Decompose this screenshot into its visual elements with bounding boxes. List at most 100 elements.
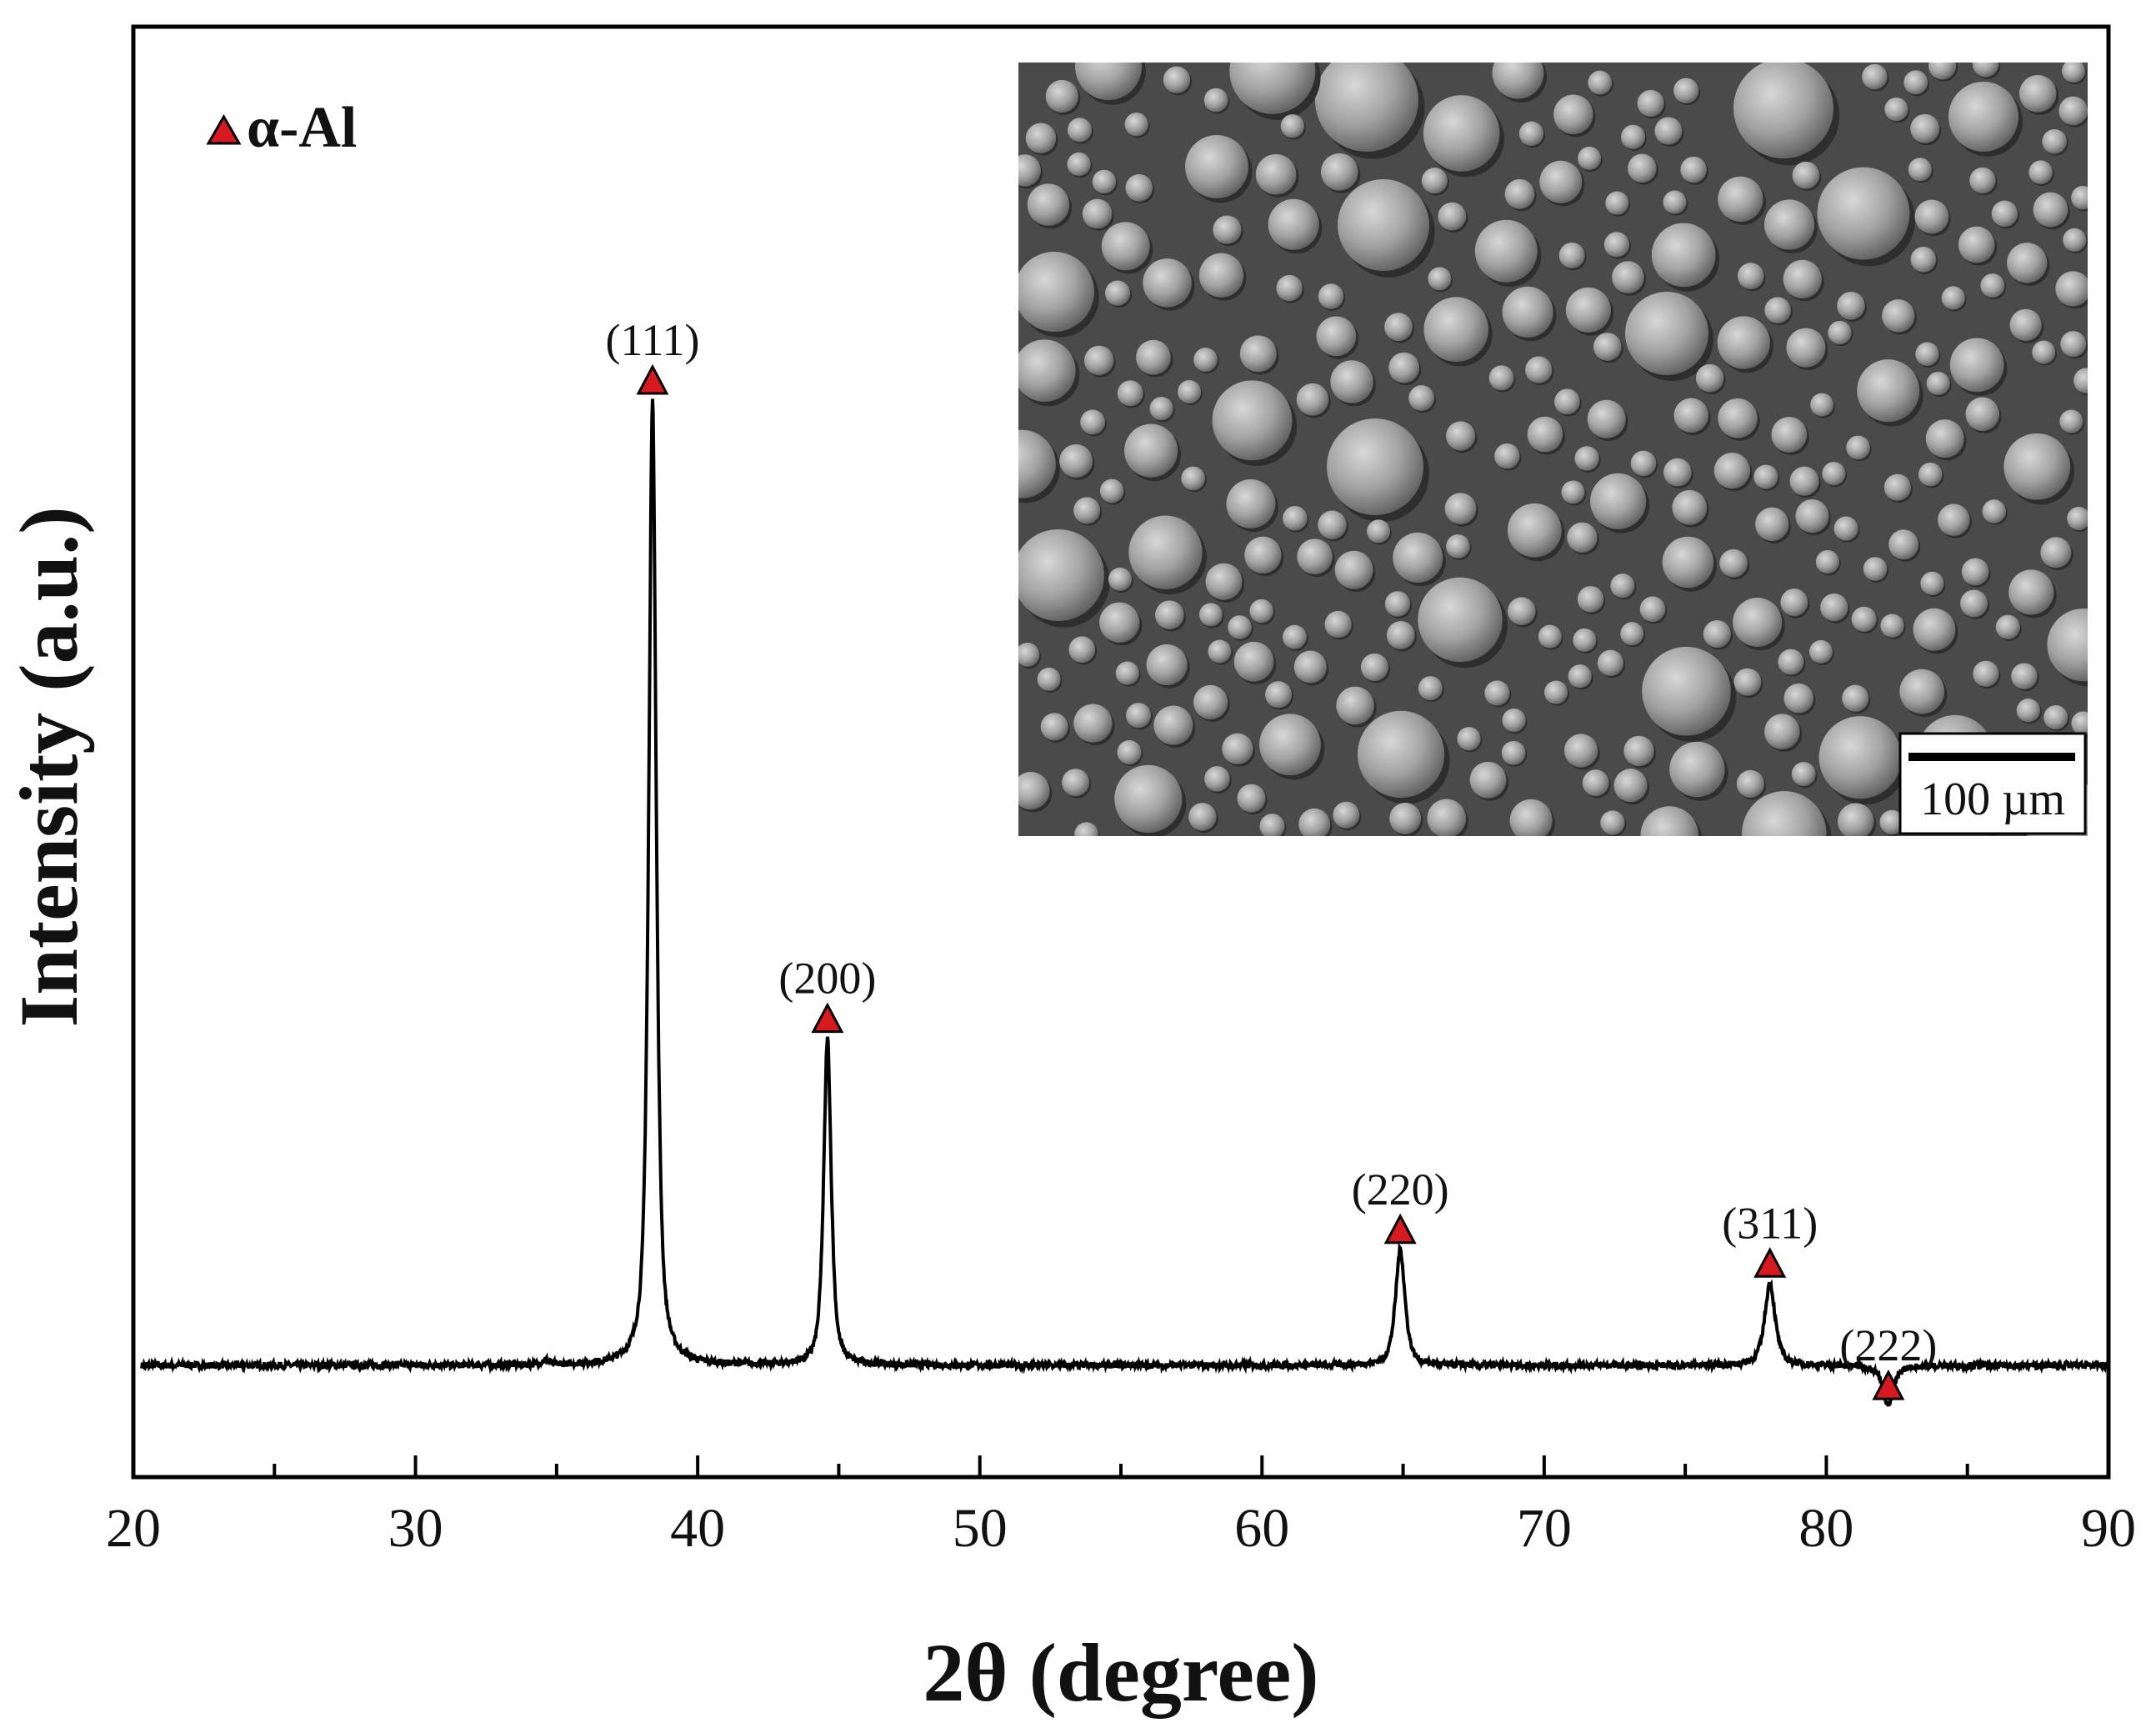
sem-particle (1018, 643, 1040, 667)
sem-particle (1101, 222, 1150, 271)
sem-particle (1578, 146, 1602, 170)
sem-particle (1913, 608, 1956, 651)
sem-particle (1680, 156, 1707, 183)
sem-particle (1073, 497, 1101, 524)
sem-particle (1663, 190, 1687, 214)
sem-particle (1062, 769, 1090, 797)
peak-label: (222) (1839, 1320, 1937, 1370)
sem-particle (1713, 453, 1751, 489)
sem-particle (1037, 667, 1061, 692)
sem-particle (1228, 615, 1252, 639)
sem-particle (1925, 419, 1964, 458)
sem-particle (1669, 741, 1725, 798)
sem-particle (1588, 70, 1613, 95)
sem-particle (1717, 316, 1770, 369)
sem-particle (1237, 784, 1266, 813)
sem-particle (2059, 409, 2083, 433)
peak-label: (200) (778, 954, 876, 1004)
sem-particle (1662, 536, 1714, 589)
sem-particle (1124, 113, 1148, 137)
sem-particle (1205, 563, 1243, 600)
sem-particle (1423, 297, 1489, 363)
sem-particle (1484, 680, 1510, 706)
sem-particle (1561, 480, 1585, 504)
sem-particle (1128, 515, 1203, 589)
sem-particle (1423, 95, 1500, 172)
sem-particle (1786, 328, 1826, 368)
sem-particle (1863, 557, 1888, 581)
sem-particle (1525, 356, 1553, 383)
sem-particle (1203, 88, 1228, 113)
sem-particle (1178, 380, 1202, 404)
sem-particle (2071, 185, 2088, 210)
sem-particle (1837, 291, 1865, 320)
sem-particle (1554, 388, 1580, 415)
sem-particle (1421, 168, 1448, 194)
sem-particle (1783, 683, 1814, 714)
sem-particle (1188, 803, 1217, 831)
sem-particle (1082, 198, 1113, 229)
sem-particle (1428, 267, 1452, 291)
sem-particle (1357, 710, 1445, 799)
sem-particle (1193, 348, 1218, 372)
sem-particle (1527, 416, 1563, 453)
sem-particle (1509, 799, 1553, 836)
sem-particle (1282, 624, 1307, 649)
sem-particle (1577, 586, 1604, 613)
y-axis-title: Intensity (a.u.) (3, 506, 95, 1027)
sem-particle (1502, 709, 1526, 733)
sem-particle (1640, 806, 1698, 836)
sem-particle (2058, 96, 2088, 126)
sem-particle (2016, 699, 2041, 723)
sem-particle (1204, 766, 1230, 792)
sem-particle (1338, 179, 1429, 271)
sem-particle (1268, 198, 1319, 250)
sem-particle (1092, 169, 1117, 194)
sem-particle (1386, 621, 1415, 649)
sem-particle (1388, 352, 1420, 383)
sem-particle (1612, 261, 1644, 294)
sem-particle (1539, 160, 1583, 203)
sem-particle (1918, 462, 1943, 487)
sem-particle (1673, 398, 1709, 433)
sem-particle (1018, 429, 1056, 498)
sem-particle (2033, 192, 2068, 228)
sem-particle (1862, 63, 1888, 90)
sem-particle (1327, 418, 1423, 515)
sem-particle (1628, 153, 1657, 183)
sem-particle (1958, 226, 1995, 263)
sem-particle (1593, 333, 1622, 361)
sem-particle (1637, 89, 1664, 118)
sem-particle (1018, 529, 1104, 621)
sem-particle (1818, 716, 1902, 799)
sem-particle (1941, 286, 1965, 310)
sem-particle (1025, 123, 1057, 154)
sem-particle (1316, 316, 1357, 357)
sem-particle (1099, 478, 1124, 503)
peak-marker-triangle-icon (1753, 1247, 1787, 1278)
sem-particle (1733, 597, 1783, 648)
sem-particle (1446, 534, 1470, 558)
peak-label: (111) (605, 315, 699, 365)
sem-particle (1418, 676, 1443, 701)
sem-particle (1883, 473, 1911, 501)
sem-particle (1320, 153, 1358, 191)
sem-particle (1494, 443, 1520, 469)
sem-particle (1910, 247, 1937, 273)
sem-particle (1104, 280, 1131, 306)
sem-particle (1625, 292, 1708, 375)
peak-label: (311) (1722, 1198, 1818, 1248)
sem-particle (1208, 639, 1232, 664)
sem-particle (1298, 808, 1331, 836)
sem-particle (1610, 573, 1635, 599)
sem-particle (1565, 287, 1611, 333)
sem-particle (2009, 308, 2042, 342)
sem-particle (1504, 178, 1535, 209)
sem-inset: 100 µm (1018, 63, 2088, 836)
sem-particle (1276, 274, 1303, 302)
sem-particle (1280, 114, 1305, 138)
sem-particle (1117, 380, 1143, 407)
sem-particle (1899, 669, 1945, 714)
sem-particle (1163, 66, 1191, 93)
sem-particle (1115, 661, 1139, 685)
